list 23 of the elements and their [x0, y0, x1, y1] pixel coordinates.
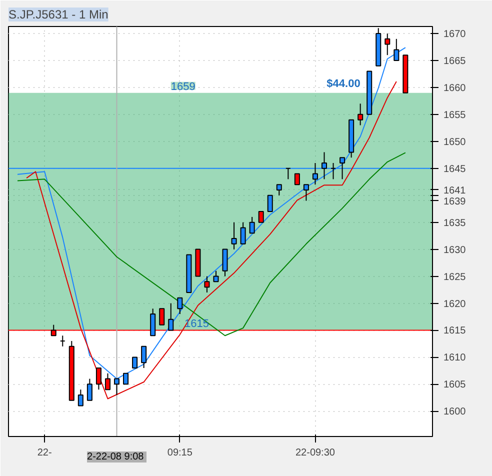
x-tick-label: 09:15 [167, 448, 193, 458]
y-tick-label: 1630 [444, 244, 466, 256]
y-tick-label: 1645 [444, 164, 466, 175]
y-tick-label: 1670 [444, 29, 466, 40]
y-tick-label: 1639 [444, 196, 466, 208]
y-tick-label: 1660 [444, 82, 466, 94]
y-tick-label: 1610 [444, 352, 466, 364]
y-tick-label: 1665 [444, 56, 466, 67]
y-tick-label: 1615 [444, 326, 466, 337]
y-tick-label: 1600 [444, 406, 466, 418]
y-tick-label: 1655 [444, 110, 466, 121]
y-tick-label: 1625 [444, 272, 466, 283]
y-tick-label: 1635 [444, 218, 466, 229]
x-tick-label: 22- [37, 448, 52, 458]
ref-line-label: 2-22-08 9:08 [87, 452, 144, 462]
x-tick-label: 22-09:30 [295, 448, 336, 458]
y-tick-label: 1620 [444, 298, 466, 310]
chart-title: S.JP.J5631 - 1 Min [8, 8, 108, 22]
y-tick-label: 1650 [444, 136, 466, 148]
annotation: $44.00 [326, 78, 360, 90]
y-tick-label: 1605 [444, 380, 466, 391]
y-tick-label: 1641 [444, 185, 466, 196]
annotation: 1659 [170, 80, 196, 93]
